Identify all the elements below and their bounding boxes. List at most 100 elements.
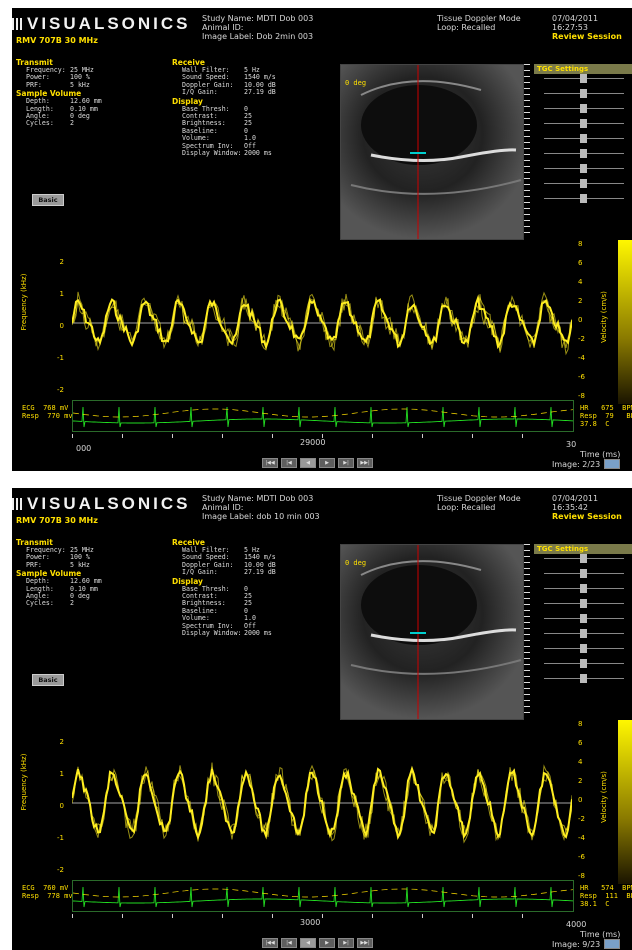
param-value: Off [244,621,256,630]
receive-title: Receive [172,58,205,67]
last-frame-button[interactable]: ▶▶| [357,458,373,468]
prev-frame-button[interactable]: |◀ [281,458,297,468]
basic-button[interactable]: Basic [32,674,64,686]
image-prev-button[interactable] [604,939,620,949]
play-reverse-button[interactable]: ◀ [300,938,316,948]
first-frame-button[interactable]: |◀◀ [262,938,278,948]
receive-display-params: Receive Wall Filter: 5 Hz Sound Speed: 1540… [172,58,276,157]
tgc-slider[interactable] [544,134,624,143]
param-name: Spectrum Inv: [182,621,234,630]
param-value: 5 kHz [70,80,90,89]
study-info: Study Name: MDTI Dob 003 Animal ID: Imag… [202,14,313,41]
tgc-slider[interactable] [544,179,624,188]
tgc-slider[interactable] [544,554,624,563]
tgc-slider[interactable] [544,644,624,653]
play-button[interactable]: ▶ [319,938,335,948]
basic-button[interactable]: Basic [32,194,64,206]
tgc-slider-knob[interactable] [580,614,587,623]
tgc-slider[interactable] [544,74,624,83]
param-name: PRF: [26,80,42,89]
param-value: 1540 m/s [244,73,276,82]
tgc-slider[interactable] [544,89,624,98]
tgc-slider[interactable] [544,569,624,578]
right-tick: 0 [578,316,583,324]
velocity-colorbar [618,720,632,884]
tgc-slider-knob[interactable] [580,119,587,128]
ecg-value: ECG 760 mV [22,884,69,892]
next-frame-button[interactable]: ▶| [338,458,354,468]
param-value: 27.19 dB [244,88,276,97]
transmit-row: Frequency: 25 MHz [16,66,102,74]
image-prev-button[interactable] [604,459,620,469]
receive-row: Doppler Gain: 10.00 dB [172,561,276,569]
study-info: Study Name: MDTI Dob 003 Animal ID: Imag… [202,494,320,521]
param-value: 12.60 mm [70,97,102,106]
tgc-slider-knob[interactable] [580,674,587,683]
tgc-slider[interactable] [544,629,624,638]
right-tick: 2 [578,777,583,785]
tgc-slider-knob[interactable] [580,599,587,608]
time-axis-label: Time (ms) [580,930,621,939]
time-tick-left: 000 [76,444,92,453]
param-name: Display Window: [182,629,242,638]
param-name: Power: [26,553,50,562]
param-name: PRF: [26,560,42,569]
tgc-slider[interactable] [544,119,624,128]
tgc-slider[interactable] [544,104,624,113]
prev-frame-button[interactable]: |◀ [281,938,297,948]
playback-controls: |◀◀ |◀ ◀ ▶ ▶| ▶▶| [262,938,373,948]
tgc-slider-knob[interactable] [580,584,587,593]
param-name: I/Q Gain: [182,568,218,577]
param-value: 2 [70,599,74,608]
sample-volume-row: Length: 0.10 mm [16,585,102,593]
tgc-slider[interactable] [544,674,624,683]
first-frame-button[interactable]: |◀◀ [262,458,278,468]
receive-display-params: Receive Wall Filter: 5 Hz Sound Speed: 1540… [172,538,276,637]
tgc-slider-knob[interactable] [580,89,587,98]
heart-rate: HR 574 BPM [580,884,632,892]
y-axis-label-right: Velocity (cm/s) [600,291,608,343]
play-reverse-button[interactable]: ◀ [300,458,316,468]
sample-volume-row: Cycles: 2 [16,120,102,128]
mode-label: Tissue Doppler Mode [437,14,521,23]
tgc-slider[interactable] [544,164,624,173]
logo-icon [12,498,24,510]
tgc-slider-knob[interactable] [580,74,587,83]
resp-value: Resp 778 mv [22,892,73,900]
tgc-slider-knob[interactable] [580,179,587,188]
sample-volume-row: Angle: 0 deg [16,592,102,601]
tgc-slider-knob[interactable] [580,629,587,638]
tgc-slider[interactable] [544,149,624,158]
display-row: Spectrum Inv: Off [172,621,276,630]
transmit-row: Frequency: 25 MHz [16,546,102,554]
last-frame-button[interactable]: ▶▶| [357,938,373,948]
tgc-slider-knob[interactable] [580,194,587,203]
tgc-slider-knob[interactable] [580,644,587,653]
time-axis [72,914,572,918]
tgc-slider-knob[interactable] [580,569,587,578]
tgc-slider[interactable] [544,584,624,593]
tgc-slider[interactable] [544,659,624,668]
right-tick: -6 [578,373,585,381]
tgc-slider[interactable] [544,194,624,203]
tgc-slider[interactable] [544,599,624,608]
param-value: 5 kHz [70,560,90,569]
animal-id: Animal ID: [202,503,244,512]
param-value: 25 [244,112,252,121]
tgc-slider-knob[interactable] [580,104,587,113]
param-name: Brightness: [182,119,226,128]
tgc-slider-knob[interactable] [580,134,587,143]
tgc-slider-knob[interactable] [580,554,587,563]
param-name: Angle: [26,592,50,601]
probe-info: RMV 707B 30 MHz [16,516,98,525]
param-name: Base Thresh: [182,584,230,593]
play-button[interactable]: ▶ [319,458,335,468]
tgc-slider-knob[interactable] [580,149,587,158]
tgc-slider[interactable] [544,614,624,623]
sample-volume-row: Depth: 12.60 mm [16,577,102,585]
y-axis-label-left: Frequency (kHz) [20,753,28,811]
tgc-slider-knob[interactable] [580,164,587,173]
param-value: 5 Hz [244,546,260,554]
next-frame-button[interactable]: ▶| [338,938,354,948]
tgc-slider-knob[interactable] [580,659,587,668]
